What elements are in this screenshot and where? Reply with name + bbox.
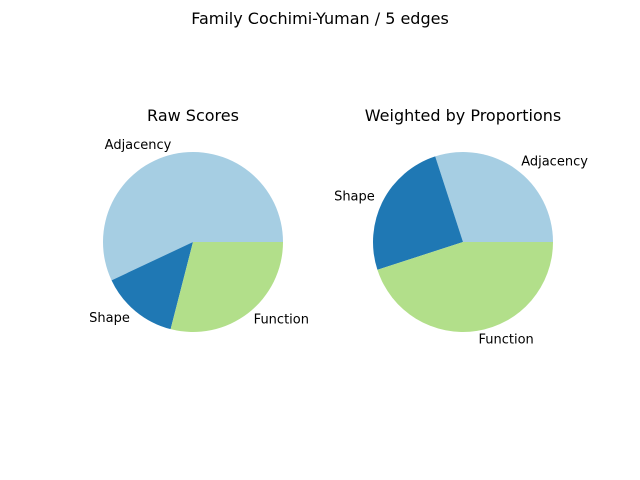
pie-slice-shape [111,242,193,330]
pie-slice-adjacency [103,152,283,281]
pie-labels-raw-scores: Adjacency Shape Function [89,138,309,328]
pie-label-shape: Shape [89,311,130,326]
pie-label-adjacency: Adjacency [521,154,588,169]
pie-slice-function [170,242,283,333]
pie-label-function: Function [254,313,309,328]
pie-title-raw-scores: Raw Scores [147,106,239,125]
pie-label-shape: Shape [334,190,375,205]
pie-chart-weighted: Weighted by Proportions Adjacency Shape Fu… [334,106,588,347]
pie-slice-shape [372,156,463,270]
pie-label-function: Function [478,332,533,347]
pie-labels-weighted: Adjacency Shape Function [334,154,588,347]
pie-title-weighted: Weighted by Proportions [365,106,561,125]
pie-slice-function [377,242,553,333]
pie-label-adjacency: Adjacency [105,138,172,153]
pie-chart-raw-scores: Raw Scores Adjacency Shape Function [89,106,309,333]
figure-title: Family Cochimi-Yuman / 5 edges [191,9,449,28]
pie-slices-weighted [372,152,553,333]
pie-slices-raw-scores [103,152,283,333]
pie-slice-adjacency [435,152,553,242]
